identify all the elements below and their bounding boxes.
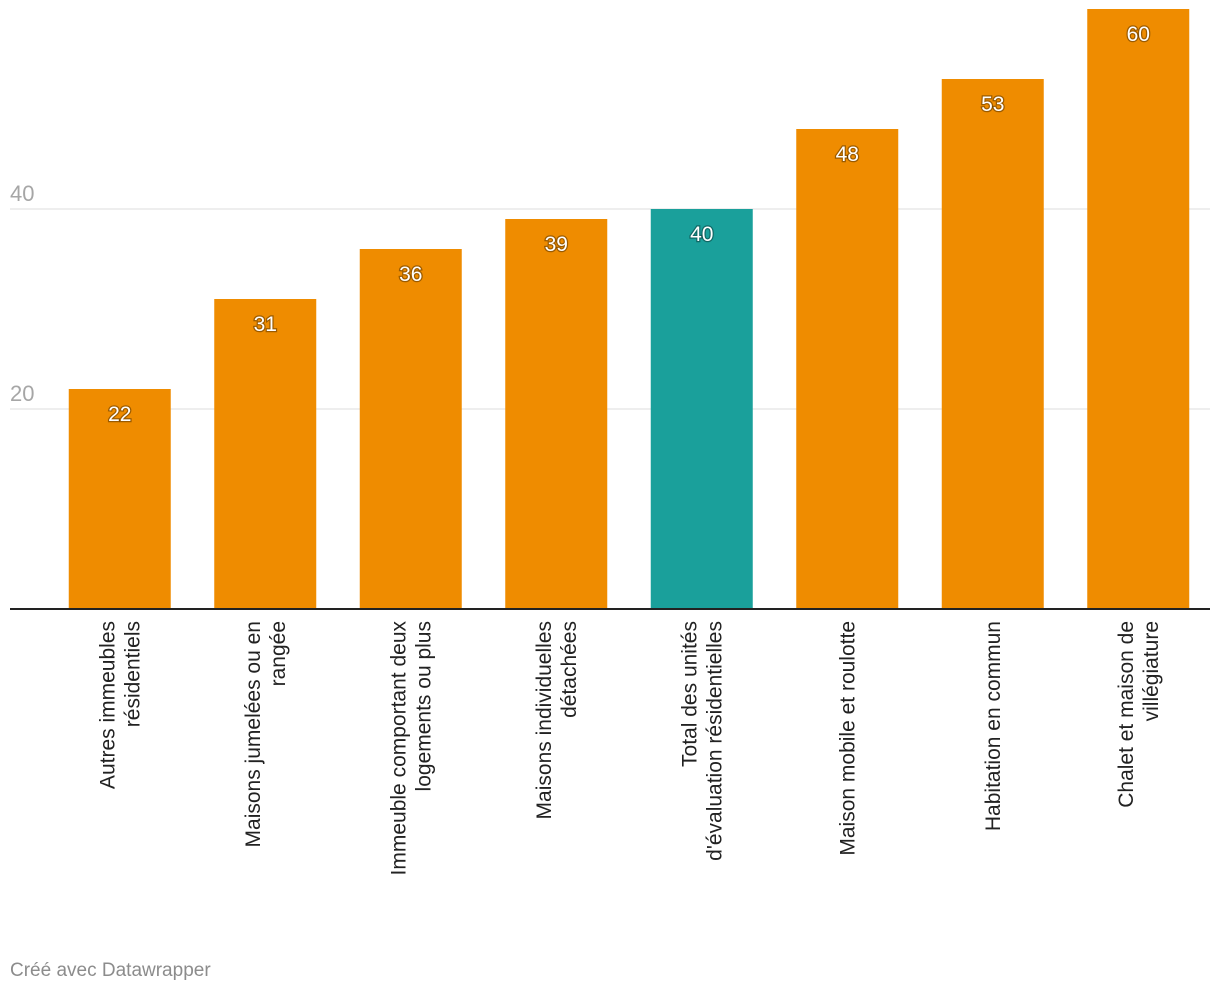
x-tick-label: Total des unités d'évaluation résidentiel…	[678, 621, 726, 861]
x-tick-label-line: Chalet et maison de	[1115, 621, 1138, 808]
x-tick-label: Maisons individuelles détachées	[533, 621, 581, 819]
bar-value-label: 31	[254, 313, 277, 336]
y-tick-label: 20	[10, 381, 34, 406]
y-tick-label: 40	[10, 181, 34, 206]
x-tick-label-line: rangée	[267, 621, 290, 686]
bar	[68, 389, 171, 609]
x-tick-label-line: résidentiels	[121, 621, 144, 727]
bar	[505, 219, 608, 609]
bar-value-labels: 22 31 36 39 40 48 53 60	[107, 22, 1151, 428]
bar-value-label: 22	[108, 403, 131, 426]
bar-value-label: 40	[690, 223, 713, 246]
x-tick-label: Autres immeubles résidentiels	[96, 621, 144, 789]
footer-credit: Créé avec Datawrapper	[10, 960, 211, 981]
x-tick-label-line: Maison mobile et roulotte	[836, 621, 859, 856]
x-tick-label-line: Immeuble comportant deux	[387, 621, 410, 876]
x-tick-label-line: Autres immeubles	[96, 621, 119, 789]
x-tick-label: Maison mobile et roulotte	[836, 621, 859, 856]
bar-value-label: 36	[399, 263, 422, 286]
bar	[1087, 9, 1190, 609]
x-tick-label: Maisons jumelées ou en rangée	[242, 621, 290, 847]
x-tick-label-line: Habitation en commun	[982, 621, 1005, 831]
x-tick-label-line: détachées	[558, 621, 581, 718]
x-tick-label: Immeuble comportant deux logements ou plu…	[387, 621, 435, 876]
bar	[214, 299, 317, 609]
bar	[941, 79, 1044, 609]
x-tick-label-line: Total des unités	[678, 621, 701, 767]
x-tick-label: Habitation en commun	[982, 621, 1005, 831]
bars	[68, 9, 1190, 609]
bar-value-label: 39	[545, 233, 568, 256]
bar	[359, 249, 462, 609]
x-tick-label-line: logements ou plus	[412, 621, 435, 791]
x-tick-label-line: Maisons jumelées ou en	[242, 621, 265, 847]
bar-value-label: 48	[836, 143, 859, 166]
x-tick-label-line: d'évaluation résidentielles	[703, 621, 726, 861]
x-tick-label-line: Maisons individuelles	[533, 621, 556, 819]
bar	[796, 129, 899, 609]
bar	[650, 209, 753, 609]
bar-value-label: 60	[1127, 23, 1150, 46]
x-tick-label-line: villégiature	[1140, 621, 1163, 721]
x-tick-label: Chalet et maison de villégiature	[1115, 621, 1163, 808]
bar-value-label: 53	[981, 93, 1004, 116]
x-axis-labels: Autres immeubles résidentiels Maisons jume…	[96, 621, 1163, 876]
